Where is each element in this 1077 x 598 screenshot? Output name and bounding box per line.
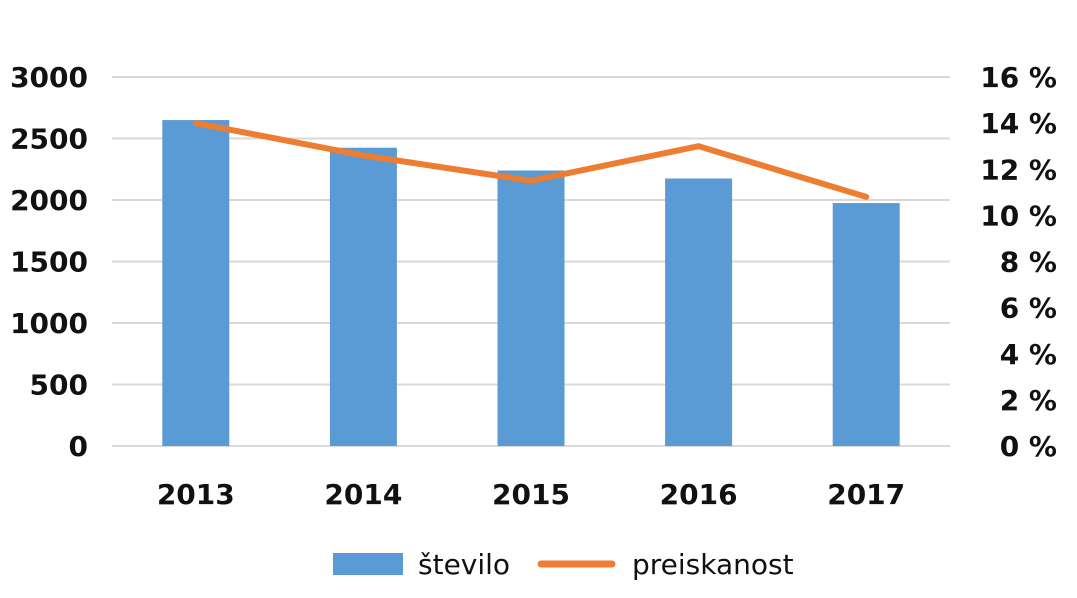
right-tick-label: 8 % [1000, 246, 1057, 279]
left-tick-label: 1000 [10, 307, 88, 340]
right-tick-label: 2 % [1000, 384, 1057, 417]
bar [832, 203, 900, 446]
left-tick-label: 0 [69, 430, 88, 463]
right-tick-label: 10 % [980, 199, 1057, 232]
x-axis: 2013 2014 2015 2016 2017 [157, 478, 905, 511]
bar [665, 178, 733, 446]
legend: število preiskanost [333, 548, 794, 581]
x-tick-label: 2013 [157, 478, 235, 511]
bar [497, 170, 565, 447]
x-tick-label: 2017 [827, 478, 905, 511]
right-tick-label: 6 % [1000, 292, 1057, 325]
left-tick-label: 3000 [10, 61, 88, 94]
x-tick-label: 2015 [492, 478, 570, 511]
legend-swatch-bar [333, 553, 403, 575]
left-tick-label: 1500 [10, 246, 88, 279]
left-tick-label: 500 [30, 369, 88, 402]
bar [162, 120, 230, 447]
bar [329, 147, 397, 446]
legend-label: preiskanost [632, 548, 794, 581]
left-tick-label: 2500 [10, 123, 88, 156]
left-tick-label: 2000 [10, 184, 88, 217]
x-tick-label: 2014 [324, 478, 402, 511]
right-tick-label: 16 % [980, 61, 1057, 94]
right-tick-label: 14 % [980, 107, 1057, 140]
bar-series [162, 120, 900, 447]
right-axis: 0 % 2 % 4 % 6 % 8 % 10 % 12 % 14 % 16 % [980, 61, 1057, 463]
right-tick-label: 12 % [980, 153, 1057, 186]
right-tick-label: 0 % [1000, 430, 1057, 463]
left-axis: 0 500 1000 1500 2000 2500 3000 [10, 61, 88, 463]
legend-item-stevilo: število [333, 548, 510, 581]
legend-item-preiskanost: preiskanost [537, 548, 794, 581]
legend-label: število [418, 548, 510, 581]
x-tick-label: 2016 [660, 478, 738, 511]
right-tick-label: 4 % [1000, 338, 1057, 371]
line-series [192, 120, 870, 200]
